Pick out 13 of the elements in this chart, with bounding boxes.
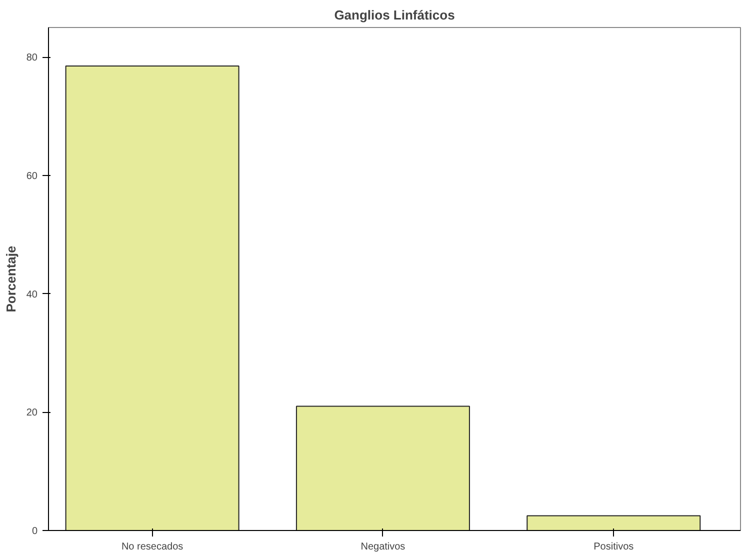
y-tick-label: 0	[32, 526, 38, 537]
y-tick-label: 80	[26, 52, 38, 64]
y-tick-label: 60	[26, 170, 38, 182]
bar	[296, 406, 470, 530]
bar	[65, 65, 240, 530]
chart-title: Ganglios Linfáticos	[334, 8, 455, 22]
y-axis-title: Porcentaje	[3, 246, 18, 312]
x-tick-label: Positivos	[594, 542, 634, 552]
y-tick-label: 20	[26, 408, 38, 419]
x-tick-label: No resecados	[121, 542, 184, 552]
bar	[526, 515, 701, 530]
y-tick-label: 40	[26, 289, 38, 300]
x-tick-label: Negativos	[360, 542, 406, 552]
